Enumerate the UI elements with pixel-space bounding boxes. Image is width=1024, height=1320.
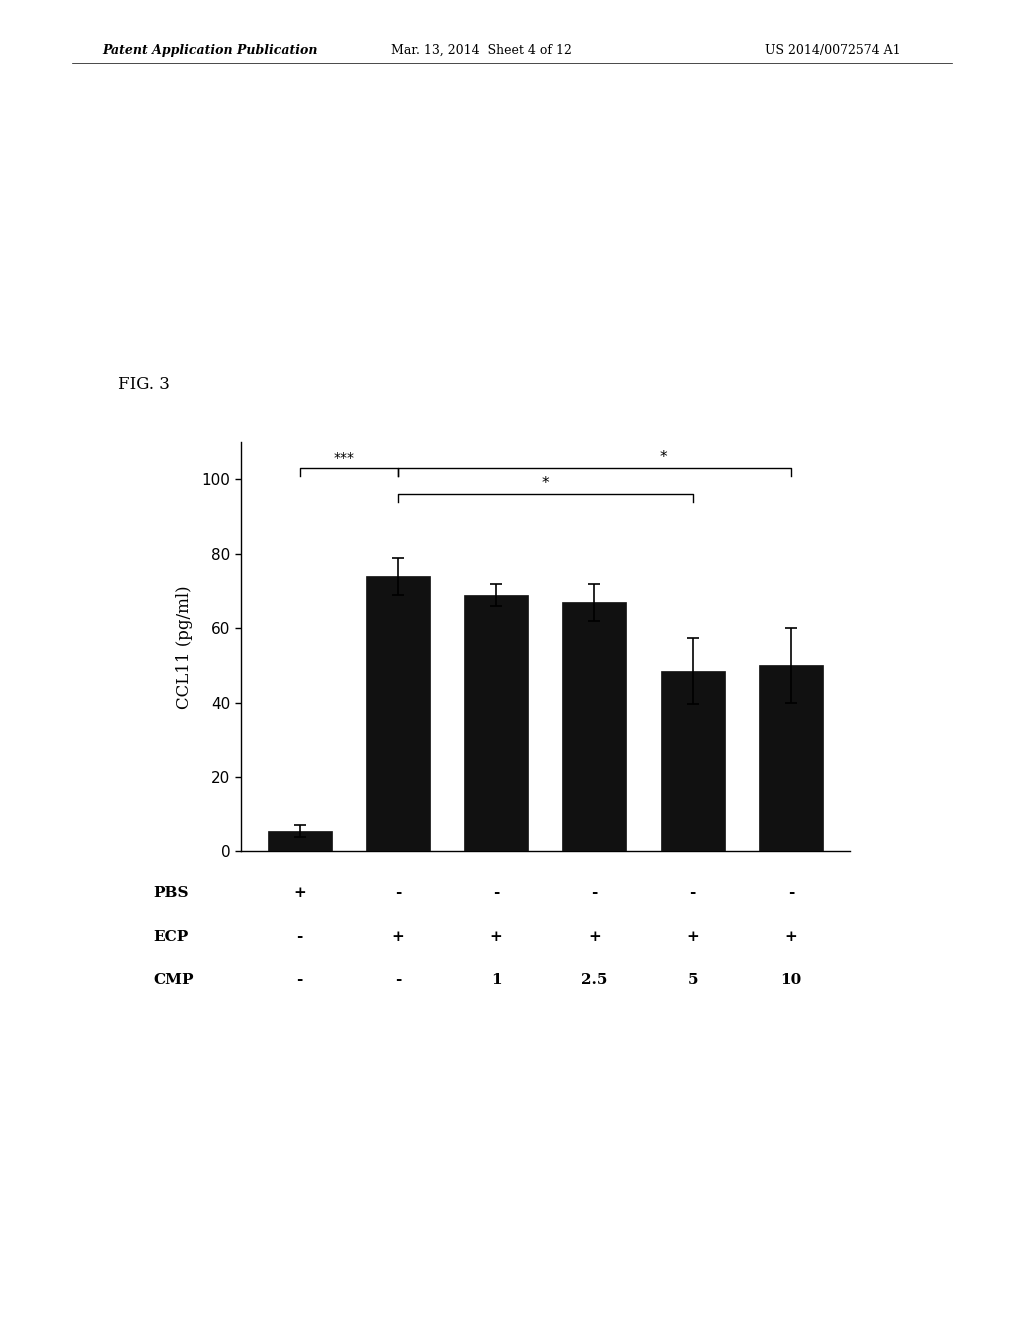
Text: +: + xyxy=(293,886,306,900)
Text: FIG. 3: FIG. 3 xyxy=(118,376,170,393)
Text: 1: 1 xyxy=(490,973,502,987)
Text: -: - xyxy=(296,973,303,987)
Bar xyxy=(759,665,823,851)
Text: -: - xyxy=(394,973,401,987)
Text: -: - xyxy=(689,886,696,900)
Text: PBS: PBS xyxy=(154,886,189,900)
Text: Mar. 13, 2014  Sheet 4 of 12: Mar. 13, 2014 Sheet 4 of 12 xyxy=(391,44,571,57)
Text: ***: *** xyxy=(334,451,354,465)
Text: 10: 10 xyxy=(780,973,802,987)
Text: -: - xyxy=(591,886,598,900)
Text: US 2014/0072574 A1: US 2014/0072574 A1 xyxy=(766,44,901,57)
Bar xyxy=(464,595,528,851)
Bar xyxy=(660,671,725,851)
Text: +: + xyxy=(784,929,798,944)
Text: 5: 5 xyxy=(687,973,698,987)
Text: ECP: ECP xyxy=(154,929,188,944)
Text: +: + xyxy=(489,929,503,944)
Bar xyxy=(267,832,332,851)
Y-axis label: CCL11 (pg/ml): CCL11 (pg/ml) xyxy=(176,585,193,709)
Text: 2.5: 2.5 xyxy=(582,973,607,987)
Text: *: * xyxy=(542,477,549,491)
Bar xyxy=(366,576,430,851)
Text: Patent Application Publication: Patent Application Publication xyxy=(102,44,317,57)
Text: -: - xyxy=(493,886,500,900)
Text: +: + xyxy=(391,929,404,944)
Text: -: - xyxy=(296,929,303,944)
Text: *: * xyxy=(659,450,667,465)
Text: -: - xyxy=(787,886,795,900)
Text: +: + xyxy=(588,929,601,944)
Text: CMP: CMP xyxy=(154,973,195,987)
Text: -: - xyxy=(394,886,401,900)
Bar xyxy=(562,602,627,851)
Text: +: + xyxy=(686,929,699,944)
